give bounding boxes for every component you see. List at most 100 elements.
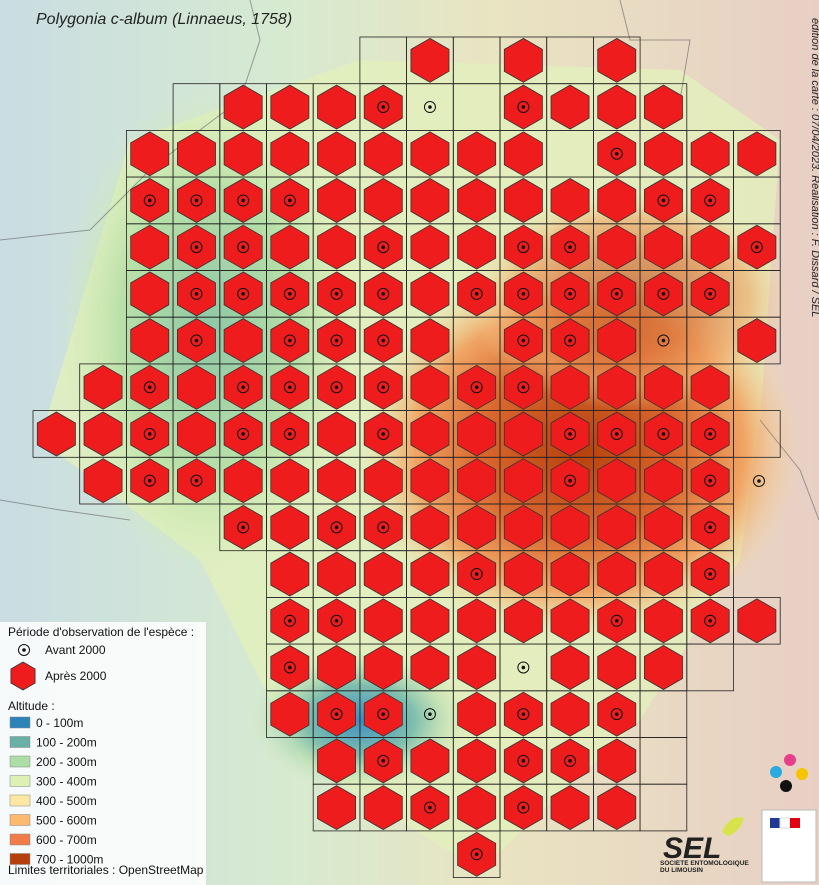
dot — [708, 198, 712, 203]
hexagon — [36, 411, 76, 457]
dot — [755, 245, 759, 249]
legend-swatch — [9, 833, 31, 846]
dot-ring — [237, 427, 250, 440]
flag — [770, 818, 780, 828]
dot-ring — [564, 241, 577, 254]
dot — [288, 198, 292, 203]
hexagon — [457, 504, 497, 550]
legend-swatch — [9, 775, 31, 787]
hexagon — [503, 37, 543, 83]
dot — [521, 292, 526, 296]
hexagon — [597, 224, 637, 270]
hexagon — [644, 84, 683, 130]
dot — [708, 572, 712, 576]
hexagon — [130, 131, 170, 177]
dot — [22, 648, 26, 652]
hexagon — [317, 178, 357, 223]
hexagon — [457, 131, 497, 177]
dot — [334, 525, 339, 530]
dot-ring — [657, 427, 670, 440]
hexagon — [457, 224, 497, 270]
dot — [147, 432, 152, 436]
dot — [147, 385, 152, 390]
hexagon — [503, 178, 543, 223]
hexagon — [644, 504, 683, 550]
dot — [708, 525, 712, 530]
dot-ring — [237, 287, 250, 300]
dot-ring — [330, 287, 343, 300]
hexagon — [597, 364, 637, 410]
hexagon — [644, 224, 683, 270]
dot-ring — [377, 427, 390, 440]
legend-label: 600 - 700m — [36, 833, 97, 847]
dot-ring — [517, 661, 530, 674]
hexagon — [597, 458, 637, 504]
dot-ring — [283, 381, 296, 394]
dot-ring — [610, 614, 623, 627]
flower-logo — [770, 766, 782, 778]
dot — [474, 292, 479, 296]
hexagon — [176, 131, 216, 177]
dot — [521, 805, 526, 810]
dot — [428, 105, 432, 109]
hexagon — [597, 318, 637, 364]
legend-label: 700 - 1000m — [36, 853, 103, 867]
hexagon — [597, 84, 637, 130]
dot-ring — [657, 334, 670, 347]
dot-ring — [143, 427, 156, 440]
dot — [288, 665, 292, 670]
hexagon — [317, 84, 357, 130]
dot-ring — [470, 568, 483, 581]
hexagon — [83, 411, 123, 457]
dot-ring — [657, 287, 670, 300]
dot — [334, 385, 339, 390]
hexagon — [503, 551, 543, 597]
hexagon — [83, 364, 123, 410]
dot-ring — [377, 101, 390, 114]
dot-ring — [190, 287, 203, 300]
dot-ring — [423, 801, 436, 814]
dot — [288, 618, 292, 623]
dot — [757, 479, 761, 483]
dot-ring — [143, 381, 156, 394]
legend-swatch — [9, 853, 31, 865]
hexagon — [410, 364, 450, 410]
hexagon — [597, 37, 637, 83]
dot — [241, 385, 245, 390]
hexagon — [363, 598, 403, 644]
dot-ring — [283, 194, 296, 207]
dot-ring — [704, 427, 717, 440]
hexagon — [690, 224, 730, 270]
dot-ring — [470, 381, 483, 394]
dot-ring — [564, 427, 577, 440]
legend-label: 0 - 100m — [36, 716, 83, 730]
grid-cell — [452, 830, 501, 879]
flag — [790, 818, 800, 828]
hexagon — [363, 785, 403, 831]
legend-swatch — [9, 755, 31, 768]
legend-source: Limites territoriales : OpenStreetMap — [8, 863, 204, 877]
dot — [614, 712, 619, 716]
hexagon — [176, 411, 216, 457]
hexagon — [317, 224, 357, 270]
hexagon — [457, 691, 497, 737]
hexagon — [410, 37, 450, 83]
dot — [381, 245, 386, 249]
hexagon — [223, 458, 263, 504]
hexagon — [597, 178, 637, 223]
dot-ring — [237, 194, 250, 207]
dot-ring — [610, 708, 623, 721]
hexagon — [130, 224, 170, 270]
dot — [614, 292, 619, 296]
dot-ring — [330, 708, 343, 721]
legend-label: 400 - 500m — [36, 794, 97, 808]
hexagon — [457, 785, 497, 831]
grid-cell — [733, 316, 781, 365]
hexagon — [410, 271, 450, 317]
hexagon — [644, 598, 683, 644]
dot-ring — [704, 521, 717, 534]
hexagon — [363, 458, 403, 504]
dot — [521, 105, 526, 109]
dot-ring — [377, 708, 390, 721]
legend-label: 500 - 600m — [36, 814, 97, 828]
